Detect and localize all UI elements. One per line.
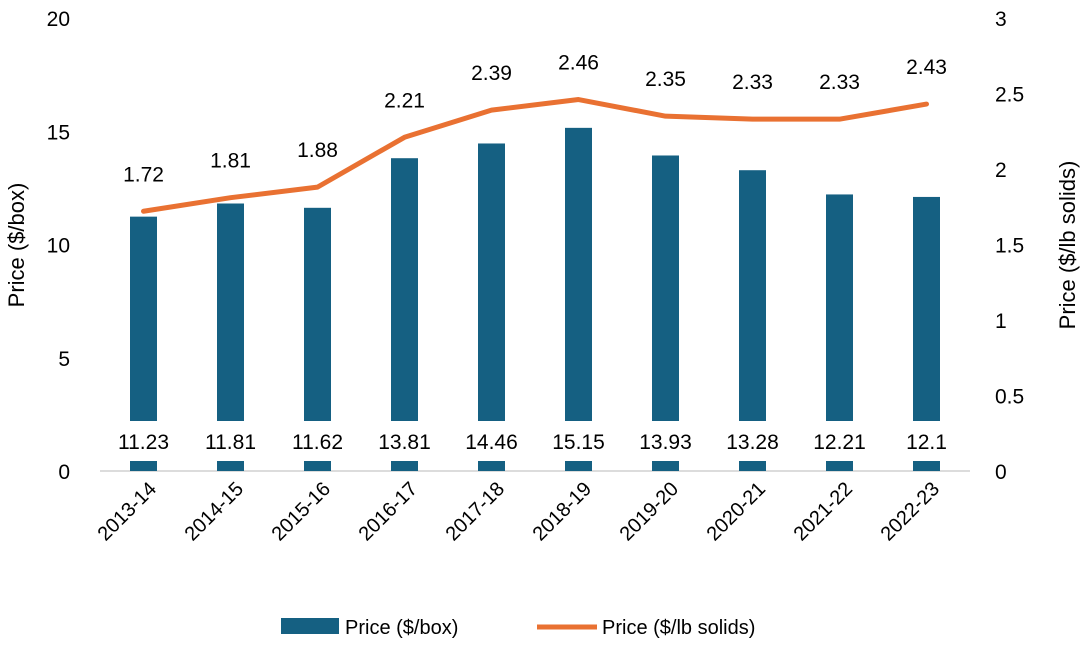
bar-label-bg — [194, 421, 267, 461]
legend-label-bar: Price ($/box) — [345, 617, 458, 639]
line-series — [141, 97, 929, 214]
line-data-label: 1.88 — [297, 139, 338, 162]
line-data-label: 1.72 — [123, 163, 164, 186]
bar-data-label: 11.62 — [292, 431, 343, 454]
line-data-label: 2.33 — [819, 71, 860, 94]
x-tick-label: 2017-18 — [442, 478, 509, 545]
bar-data-label: 12.21 — [813, 431, 866, 454]
bar-data-label: 12.1 — [906, 431, 947, 454]
bar-label-bg — [281, 421, 354, 461]
x-tick-label: 2013-14 — [94, 478, 161, 545]
bar-label-bg — [368, 421, 441, 461]
bar-label-bg — [455, 421, 528, 461]
bar-data-label: 13.93 — [639, 431, 692, 454]
line-data-label: 2.46 — [558, 52, 599, 75]
y2-tick-label: 3 — [995, 8, 1007, 31]
y-tick-label: 15 — [47, 121, 70, 144]
bar-label-bg — [890, 421, 963, 461]
bar — [739, 170, 766, 471]
y-tick-label: 20 — [47, 8, 70, 31]
y-tick-label: 0 — [58, 461, 70, 484]
bar-data-label: 11.81 — [205, 431, 256, 454]
legend: Price ($/box) Price ($/lb solids) — [281, 617, 755, 639]
line-data-label: 2.21 — [384, 89, 425, 112]
x-tick-label: 2020-21 — [703, 478, 770, 545]
legend-swatch-bar — [281, 618, 339, 634]
x-tick-label: 2022-23 — [877, 478, 944, 545]
x-tick-label: 2019-20 — [616, 478, 683, 545]
bar-label-bg — [716, 421, 789, 461]
x-tick-label: 2021-22 — [790, 478, 857, 545]
y2-tick-label: 1.5 — [995, 235, 1024, 258]
bar — [478, 143, 505, 471]
bar-label-bg — [629, 421, 702, 461]
x-tick-label: 2018-19 — [529, 478, 596, 545]
line-data-label: 2.35 — [645, 68, 686, 91]
line-data-label: 2.39 — [471, 62, 512, 85]
y2-tick-label: 0 — [995, 461, 1007, 484]
bar-data-label: 13.28 — [726, 431, 779, 454]
bar-label-bg — [542, 421, 615, 461]
y-tick-label: 10 — [47, 235, 70, 258]
y2-tick-label: 0.5 — [995, 386, 1024, 409]
x-tick-label: 2016-17 — [355, 478, 422, 545]
bar-label-bg — [803, 421, 876, 461]
y2-tick-label: 2 — [995, 159, 1007, 182]
bar — [652, 155, 679, 471]
y-axis-label: Price ($/box) — [4, 183, 29, 308]
x-tick-label: 2014-15 — [181, 478, 248, 545]
line-data-label: 1.81 — [210, 150, 251, 173]
y2-axis-label: Price ($/lb solids) — [1055, 161, 1080, 330]
x-tick-label: 2015-16 — [268, 478, 335, 545]
bar-data-label: 11.23 — [118, 431, 169, 454]
bar-data-label: 13.81 — [378, 431, 431, 454]
y2-tick-label: 2.5 — [995, 84, 1024, 107]
bar-data-label: 15.15 — [552, 431, 605, 454]
legend-label-line: Price ($/lb solids) — [602, 617, 755, 639]
bar-data-label: 14.46 — [465, 431, 518, 454]
y2-tick-label: 1 — [995, 310, 1007, 333]
bar — [565, 127, 592, 471]
y-tick-label: 5 — [58, 348, 70, 371]
bar-label-bg — [107, 421, 180, 461]
line-data-label: 2.33 — [732, 71, 773, 94]
bar — [391, 158, 418, 472]
line-data-label: 2.43 — [906, 56, 947, 79]
